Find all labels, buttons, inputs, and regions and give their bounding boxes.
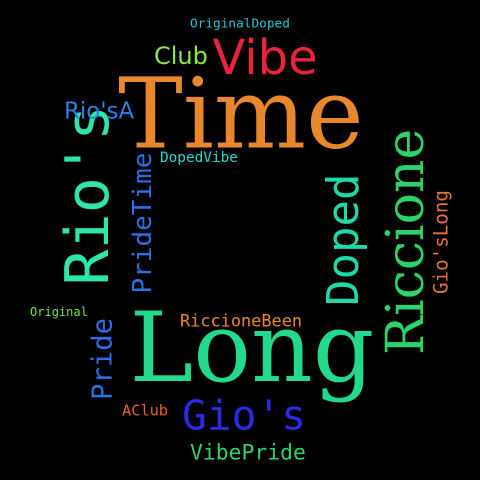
word-gioslong: Gio'sLong (429, 190, 453, 294)
word-club: Club (154, 42, 208, 70)
word-pride: Pride (87, 318, 119, 400)
word-aclub: AClub (122, 401, 168, 420)
word-time: Time (118, 57, 364, 171)
word-gios: Gio's (182, 391, 306, 440)
word-riccione: Riccione (376, 128, 436, 355)
word-doped: Doped (318, 173, 369, 306)
word-pridetime: PrideTime (128, 152, 158, 294)
word-riccionebeen: RiccioneBeen (180, 310, 303, 331)
word-vibe: Vibe (212, 30, 318, 86)
word-dopedvibe: DopedVibe (160, 150, 238, 166)
word-vibepride: VibePride (190, 440, 306, 466)
word-original: Original (30, 305, 88, 319)
word-rios: Rio's (53, 104, 123, 286)
word-riosa: Rio'sA (64, 98, 135, 125)
word-originaldoped: OriginalDoped (190, 16, 290, 32)
word-long: Long (129, 292, 375, 404)
